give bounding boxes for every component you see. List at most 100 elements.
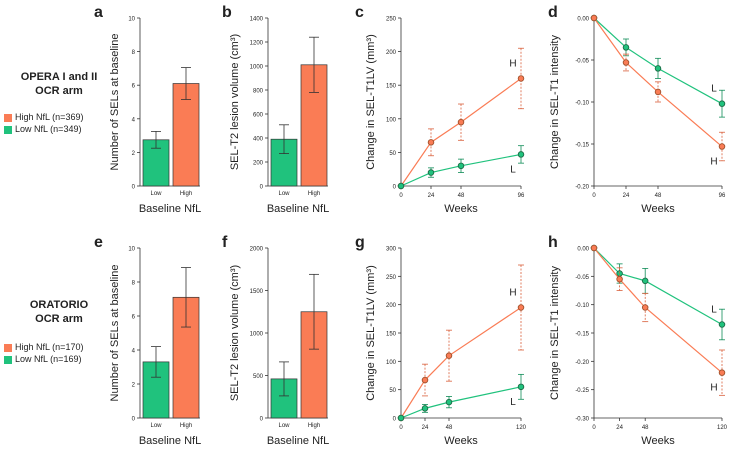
- data-point-h-h: [718, 369, 726, 376]
- y-tick-label-e: 2: [132, 383, 136, 389]
- series-label-h-l: L: [711, 305, 717, 316]
- x-tick-label-h: 0: [592, 425, 596, 431]
- data-point-c-l: [427, 169, 435, 176]
- y-tick-label-e: 8: [132, 281, 136, 287]
- low-swatch: [4, 125, 12, 134]
- row2-legend-high: High NfL (n=170): [4, 342, 83, 353]
- y-tick-label-b: 0: [260, 185, 264, 191]
- data-point-d-l: [622, 44, 630, 51]
- data-point-d-h: [718, 143, 726, 150]
- x-tick-label-c: 0: [399, 193, 403, 199]
- y-tick-label-b: 600: [253, 113, 264, 119]
- panel-letter-g: g: [355, 234, 365, 251]
- data-point-g-h: [445, 352, 453, 359]
- data-point-c-h: [517, 75, 525, 82]
- series-line-c-l: [400, 153, 522, 187]
- y-tick-label-b: 1200: [250, 41, 264, 47]
- x-tick-label-d: 96: [719, 193, 726, 199]
- data-point-d-h: [622, 59, 630, 66]
- y-tick-label-a: 8: [132, 50, 136, 56]
- x-axis-label-h: Weeks: [641, 435, 675, 447]
- y-tick-label-h: -0.25: [575, 388, 589, 394]
- bar-a-high: [172, 83, 200, 187]
- panel-letter-b: b: [222, 4, 232, 21]
- data-point-c-l: [397, 182, 405, 190]
- y-tick-label-c: 200: [386, 50, 397, 56]
- y-tick-label-h: 0.00: [577, 247, 589, 253]
- y-tick-label-g: 250: [386, 275, 397, 281]
- panel-letter-a: a: [94, 4, 103, 21]
- y-axis-label-e: Number of SELs at baseline: [109, 265, 121, 402]
- data-point-g-l: [421, 405, 429, 412]
- low-swatch: [4, 355, 12, 364]
- y-tick-label-g: 50: [389, 388, 396, 394]
- series-label-d-h: H: [710, 157, 717, 168]
- data-point-h-l: [641, 277, 649, 285]
- y-tick-label-a: 6: [132, 84, 136, 90]
- x-tick-label-a-low: Low: [150, 191, 162, 197]
- x-tick-label-e-high: High: [180, 423, 192, 429]
- y-tick-label-d: -0.10: [575, 101, 589, 107]
- x-axis-label-g: Weeks: [444, 435, 478, 447]
- y-tick-label-c: 150: [386, 84, 397, 90]
- data-point-d-l: [718, 100, 726, 107]
- y-tick-label-g: 200: [386, 303, 397, 309]
- x-tick-label-f-low: Low: [278, 423, 290, 429]
- x-tick-label-f-high: High: [308, 423, 320, 429]
- data-point-h-l: [718, 321, 726, 328]
- row2-legend-low: Low NfL (n=169): [4, 354, 81, 365]
- y-tick-label-h: -0.05: [575, 275, 589, 281]
- x-tick-label-d: 0: [592, 193, 596, 199]
- row2-legend-low-label: Low NfL (n=169): [15, 354, 82, 364]
- x-axis-label-b: Baseline NfL: [267, 203, 329, 215]
- series-label-g-l: L: [510, 397, 516, 408]
- y-axis-label-h: Change in SEL-T1 intensity: [549, 266, 561, 400]
- x-tick-label-c: 96: [518, 193, 525, 199]
- series-label-c-h: H: [509, 58, 516, 69]
- x-tick-label-c: 24: [428, 193, 435, 199]
- row1-title: OPERA I and II OCR arm: [0, 70, 118, 98]
- row1-title-line2: OCR arm: [35, 85, 83, 97]
- y-tick-label-e: 10: [128, 247, 135, 253]
- series-line-h-h: [593, 247, 723, 374]
- series-label-g-h: H: [509, 288, 516, 299]
- y-tick-label-f: 0: [260, 417, 264, 423]
- x-axis-label-e: Baseline NfL: [139, 435, 201, 447]
- y-tick-label-a: 0: [132, 185, 136, 191]
- row2-legend-high-label: High NfL (n=170): [15, 342, 84, 352]
- row2-title: ORATORIO OCR arm: [0, 298, 118, 326]
- series-line-d-h: [593, 17, 723, 147]
- panel-letter-d: d: [548, 4, 558, 21]
- y-tick-label-d: -0.20: [575, 185, 589, 191]
- x-axis-label-c: Weeks: [444, 203, 478, 215]
- y-tick-label-b: 200: [253, 161, 264, 167]
- series-line-g-l: [400, 386, 522, 419]
- y-tick-label-b: 800: [253, 89, 264, 95]
- y-axis-label-c: Change in SEL-T1LV (mm³): [365, 34, 377, 170]
- x-axis-label-d: Weeks: [641, 203, 675, 215]
- row1-title-line1: OPERA I and II: [20, 71, 98, 83]
- row1-legend-low-label: Low NfL (n=349): [15, 124, 82, 134]
- data-point-c-h: [457, 118, 465, 126]
- y-tick-label-h: -0.30: [575, 417, 589, 423]
- panel-letter-e: e: [94, 234, 103, 251]
- bar-e-high: [172, 296, 200, 419]
- data-point-h-h: [641, 304, 649, 311]
- y-tick-label-h: -0.10: [575, 303, 589, 309]
- x-tick-label-g: 48: [446, 425, 453, 431]
- row2-title-line1: ORATORIO: [29, 299, 89, 311]
- y-axis-label-f: SEL-T2 lesion volume (cm³): [229, 265, 241, 401]
- x-tick-label-h: 48: [642, 425, 649, 431]
- data-point-h-h: [590, 244, 598, 252]
- y-tick-label-g: 300: [386, 247, 397, 253]
- bar-a-low: [142, 139, 170, 187]
- x-tick-label-b-low: Low: [278, 191, 290, 197]
- row1-legend-high: High NfL (n=369): [4, 112, 83, 123]
- y-tick-label-b: 1400: [250, 17, 264, 23]
- data-point-c-l: [457, 162, 465, 170]
- panel-letter-h: h: [548, 234, 558, 251]
- y-tick-label-b: 400: [253, 137, 264, 143]
- series-line-h-l: [593, 247, 723, 326]
- x-tick-label-e-low: Low: [150, 423, 162, 429]
- x-axis-label-f: Baseline NfL: [267, 435, 329, 447]
